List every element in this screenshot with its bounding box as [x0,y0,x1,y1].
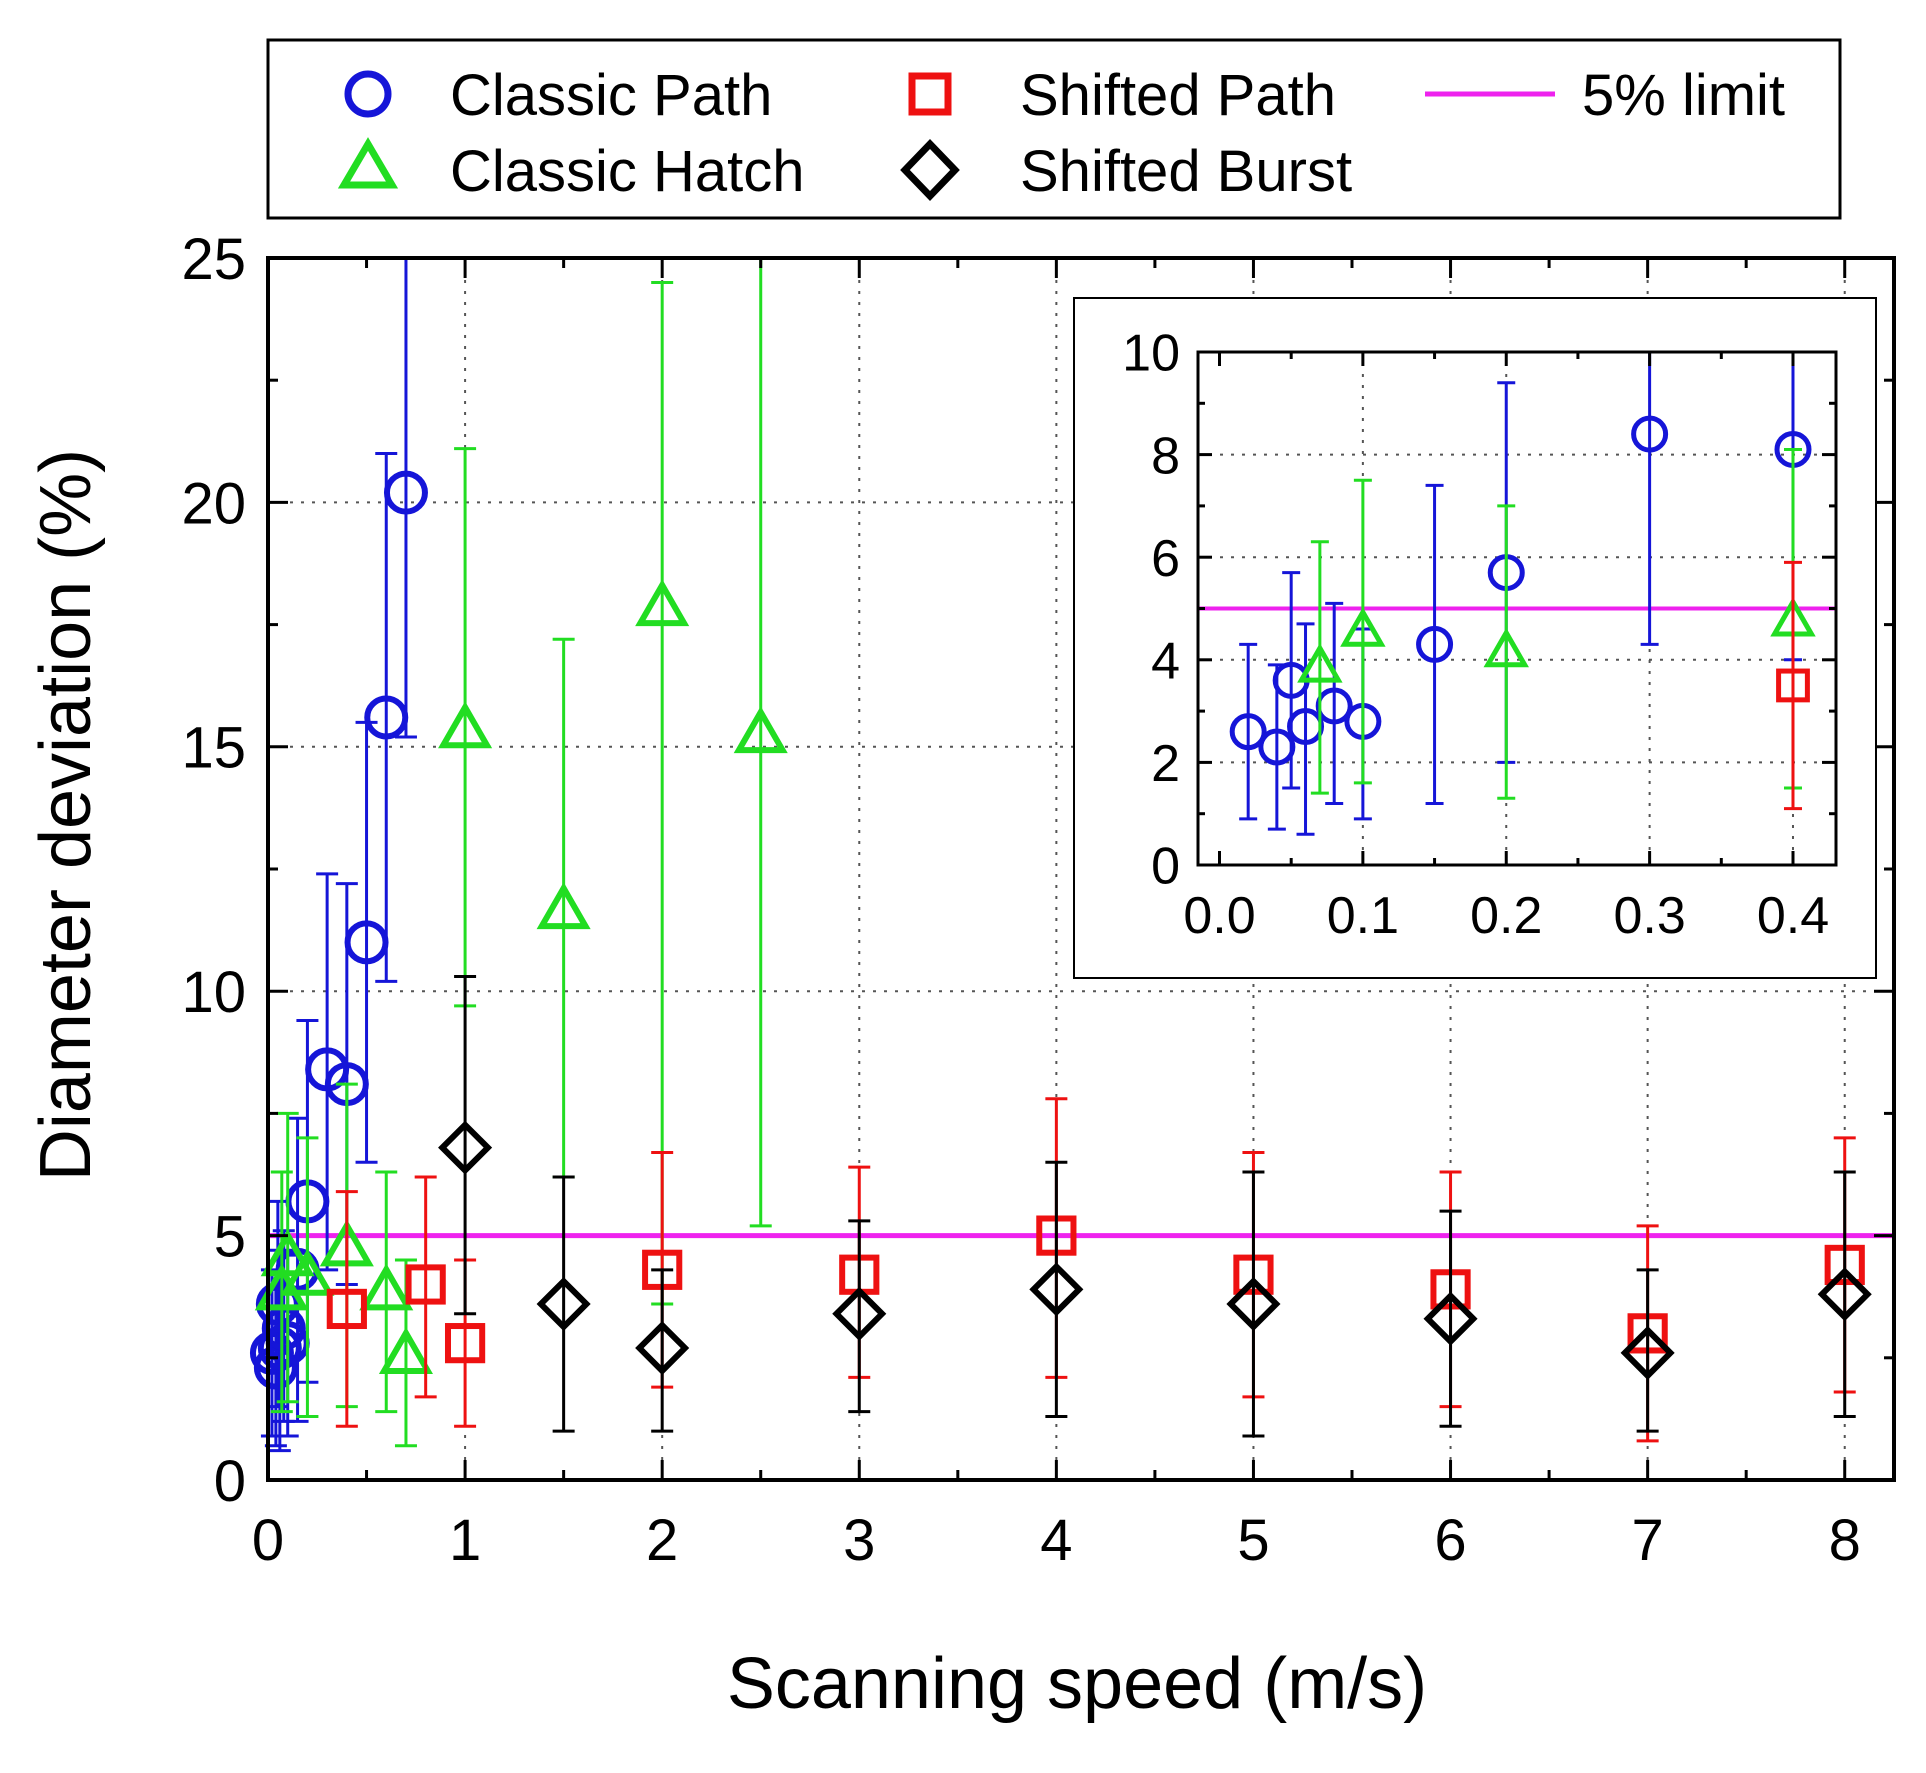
point-triangle [1340,607,1386,647]
legend-box [266,38,1842,220]
legend-item-limit: 5% limit [1425,63,1785,128]
legend-marker-triangle [337,137,399,189]
inset-background [1073,297,1877,979]
point-square [326,1288,367,1330]
x-tick-label: 0.3 [1613,887,1685,945]
series-shifted-path [1776,560,1810,811]
legend-label-classic-hatch: Classic Hatch [450,139,805,204]
legend-item-classic-path: Classic Path [344,63,772,128]
legend-marker-diamond [900,138,960,202]
point-triangle [536,882,591,930]
y-tick-label: 0 [214,1449,246,1514]
point-circle [1287,707,1325,745]
y-tick-label: 6 [1151,530,1180,588]
point-circle [1229,713,1267,751]
point-diamond [438,1120,493,1175]
x-tick-label: 6 [1434,1508,1466,1573]
x-tick-label: 0.0 [1183,887,1255,945]
legend-marker-square [908,72,952,116]
point-circle [1416,625,1454,663]
x-tick-label: 0.2 [1470,887,1542,945]
point-diamond [1817,1267,1872,1322]
point-diamond [832,1286,887,1341]
legend-label-classic-path: Classic Path [450,63,772,128]
x-tick-label: 3 [843,1508,875,1573]
point-diamond [1423,1291,1478,1346]
x-axis-title: Scanning speed (m/s) [727,1644,1427,1724]
point-diamond [635,1320,690,1376]
point-triangle [280,1248,335,1296]
point-square [1776,668,1810,703]
x-tick-label: 0.1 [1327,887,1399,945]
y-tick-label: 25 [181,227,246,292]
y-tick-label: 4 [1151,633,1180,691]
point-square [444,1323,486,1364]
point-diamond [1029,1262,1084,1317]
inset-series-layer [1229,352,1816,836]
x-tick-label: 0.4 [1757,887,1829,945]
point-triangle [438,701,493,749]
y-tick-label: 20 [181,471,246,536]
legend-label-limit: 5% limit [1582,63,1785,128]
series-classic-hatch [254,258,788,1448]
point-triangle [733,706,788,754]
point-circle [1631,415,1669,453]
point-triangle [359,1263,414,1311]
x-tick-label: 4 [1040,1508,1072,1573]
main-series-layer [249,258,1872,1453]
series-shifted-burst [438,975,1872,1438]
y-tick-label: 2 [1151,735,1180,793]
x-tick-label: 5 [1237,1508,1269,1573]
x-tick-label: 0 [252,1508,284,1573]
inset-grid [1198,352,1836,865]
y-axis-title: Diameter deviation (%) [26,449,106,1181]
legend-label-shifted-path: Shifted Path [1020,63,1336,128]
point-circle [383,470,428,515]
x-tick-label: 1 [449,1508,481,1573]
y-tick-label: 10 [1122,325,1180,383]
point-triangle [378,1326,433,1374]
y-tick-label: 5 [214,1204,246,1269]
point-diamond [536,1276,591,1332]
inset-axis-ticks: 0.0 0.1 0.2 0.3 0.4 0 2 4 6 8 10 [1122,325,1836,945]
y-tick-label: 0 [1151,838,1180,896]
legend-item-classic-hatch: Classic Hatch [337,137,805,204]
point-triangle [260,1229,315,1277]
point-triangle [635,579,690,627]
legend: Classic Path Classic Hatch Shifted Path … [266,38,1842,220]
legend-marker-circle [344,70,392,118]
y-tick-label: 10 [181,960,246,1025]
y-tick-label: 15 [181,716,246,781]
series-classic-path [1229,352,1812,836]
point-triangle [1297,643,1343,683]
legend-label-shifted-burst: Shifted Burst [1020,139,1352,204]
legend-item-shifted-burst: Shifted Burst [900,138,1352,204]
point-diamond [1226,1276,1281,1332]
point-circle [1315,687,1353,725]
point-circle [1258,728,1296,766]
x-tick-label: 2 [646,1508,678,1573]
legend-item-shifted-path: Shifted Path [908,63,1336,128]
point-diamond [1620,1325,1675,1380]
x-tick-label: 7 [1632,1508,1664,1573]
point-triangle [1483,627,1529,668]
x-tick-label: 8 [1829,1508,1861,1573]
point-triangle [254,1263,309,1311]
series-shifted-path [326,1097,1865,1443]
y-tick-label: 8 [1151,427,1180,485]
point-square [405,1264,446,1305]
